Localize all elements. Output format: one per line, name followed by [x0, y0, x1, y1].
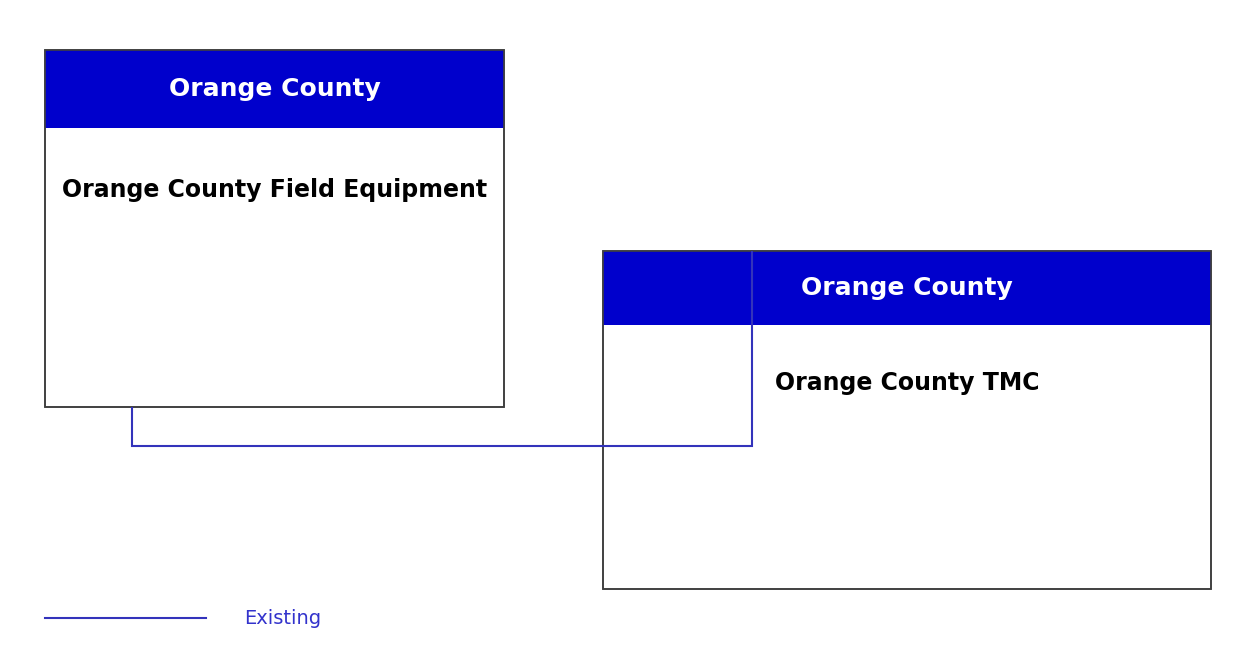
Text: Orange County TMC: Orange County TMC [775, 371, 1039, 395]
Text: Existing: Existing [244, 609, 321, 628]
Text: Orange County: Orange County [169, 77, 381, 101]
Text: Orange County Field Equipment: Orange County Field Equipment [63, 178, 487, 201]
Bar [603, 251, 1211, 589]
Bar [603, 251, 1211, 325]
Bar [45, 49, 505, 407]
Bar [45, 49, 505, 407]
Bar [45, 49, 505, 128]
Bar [603, 251, 1211, 589]
Text: Orange County: Orange County [801, 276, 1013, 300]
